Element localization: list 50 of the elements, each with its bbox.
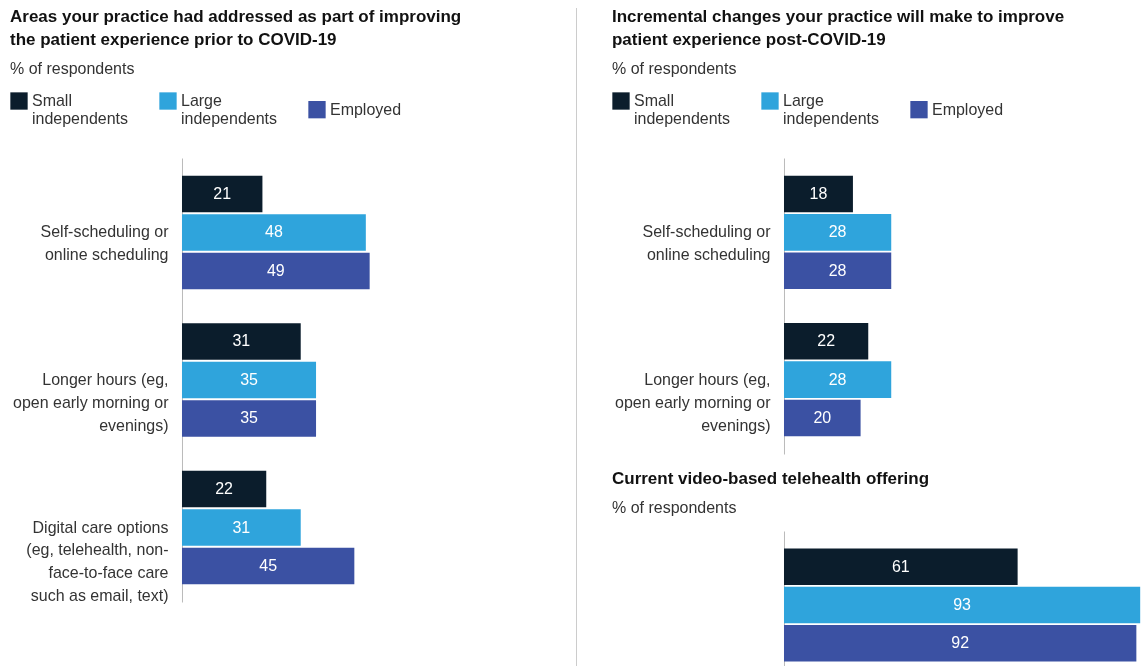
bar	[181, 252, 370, 290]
y-tick-label: Digital care options (eg, telehealth, non-face-to-face care such as email, text)	[26, 518, 169, 605]
bar	[181, 547, 355, 585]
data-label: 92	[951, 634, 970, 652]
data-label: 22	[215, 480, 234, 497]
bar	[784, 399, 861, 437]
chart-subtitle: % of respondents	[612, 499, 737, 516]
y-tick-label: Longer hours (eg, open early morning or evenings)	[13, 371, 170, 434]
data-label: 18	[809, 184, 828, 202]
data-label: 93	[953, 596, 972, 613]
chart-title: Current video-based telehealth offering	[612, 469, 930, 488]
data-label: 28	[828, 261, 847, 279]
data-label: 28	[828, 223, 847, 241]
bar	[181, 361, 317, 399]
data-label: 22	[817, 332, 836, 350]
legend-label: Small independents	[32, 92, 128, 128]
data-label: 28	[828, 370, 847, 388]
bar	[784, 322, 869, 360]
bar	[181, 400, 317, 437]
legend-label: Large independents	[783, 92, 879, 127]
data-label: 48	[265, 223, 283, 241]
data-label: 61	[891, 557, 910, 575]
bar	[181, 323, 301, 360]
bar	[181, 214, 366, 251]
legend-label: Large independents	[180, 92, 277, 128]
legend-label: Employed	[932, 100, 1004, 118]
y-tick-label: Longer hours (eg, open early morning or evenings)	[615, 370, 772, 434]
bar	[784, 175, 853, 213]
bar	[784, 214, 892, 251]
y-tick-label: Self-scheduling or online scheduling	[642, 223, 772, 264]
legend-label: Employed	[329, 100, 402, 118]
bar	[784, 252, 892, 290]
legend-label: Small independents	[634, 92, 730, 127]
chart-subtitle: % of respondents	[612, 60, 737, 77]
data-label: 31	[232, 332, 251, 350]
data-label: 35	[240, 409, 259, 427]
bar	[181, 470, 267, 508]
data-label: 31	[232, 518, 251, 536]
bar	[181, 175, 263, 213]
data-label: 49	[266, 261, 285, 279]
bar	[784, 361, 892, 398]
data-label: 35	[240, 371, 259, 388]
data-label: 45	[259, 557, 278, 574]
data-label: 20	[813, 409, 832, 427]
chart-title: Areas your practice had addressed as part of improving the patient experience prior to COVID-19	[10, 7, 462, 50]
chart-title: Incremental changes your practice will make to improve patient experience post-COVID-19	[612, 7, 1065, 49]
y-tick-label: Self-scheduling or online scheduling	[40, 223, 170, 264]
bar	[181, 509, 301, 546]
chart-subtitle: % of respondents	[10, 60, 135, 78]
data-label: 21	[213, 184, 232, 202]
